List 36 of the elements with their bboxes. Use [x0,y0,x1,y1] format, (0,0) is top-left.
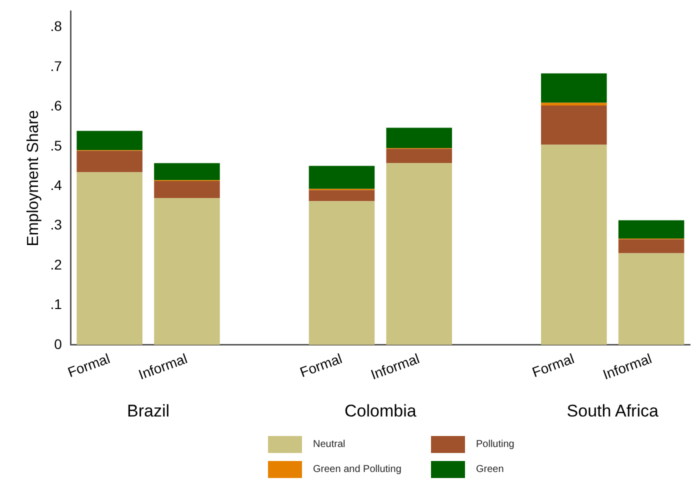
y-tick-label: .1 [50,296,62,312]
bar [541,102,607,106]
bar [618,253,684,345]
legend-label: Polluting [476,439,514,450]
bar [76,150,142,172]
bar [541,73,607,103]
y-tick-label: .7 [50,58,62,74]
text: South Africa [566,402,659,421]
bar [308,190,375,202]
bar [154,198,220,345]
bar [386,163,452,345]
text: Colombia [344,402,417,421]
legend-label: Neutral [313,439,346,450]
y-tick-label: 0 [54,336,62,352]
y-tick-label: .4 [50,176,62,193]
y-tick-label: .3 [50,216,62,233]
bar [541,144,607,345]
y-tick-label: .2 [50,256,62,272]
bar [386,148,452,164]
y-axis-title: Employment Share [25,110,42,246]
bar [386,128,452,148]
bar [154,180,220,198]
y-tick-label: .6 [50,98,62,114]
bar [308,201,375,345]
bar [541,106,607,145]
y-tick-label: .5 [50,137,62,154]
legend-label: Green and Polluting [313,464,402,475]
bar [76,130,142,150]
legend-label: Green [476,464,504,475]
text: Brazil [127,402,170,421]
bar [618,239,684,254]
y-tick-label: .8 [50,18,62,34]
bar [76,172,142,345]
bar [154,163,220,180]
bar [618,220,684,239]
bar [308,166,375,189]
